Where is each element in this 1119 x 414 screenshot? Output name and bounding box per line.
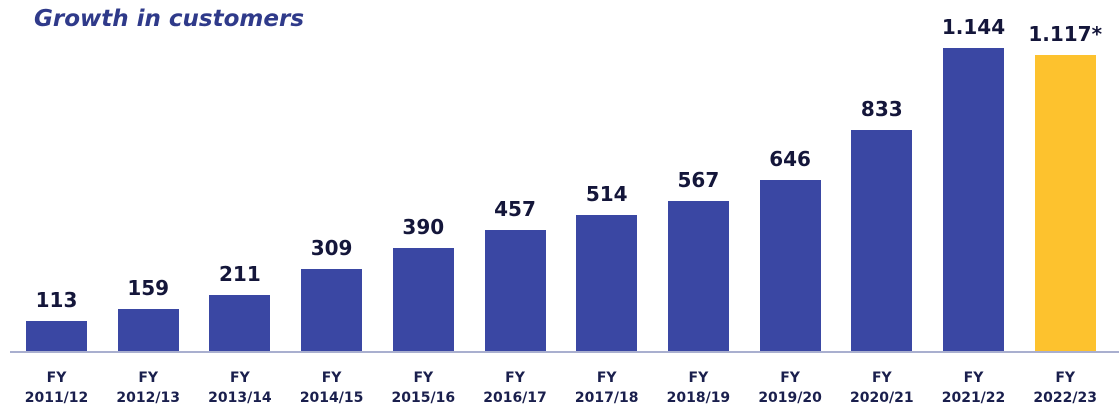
data-label: 457 <box>494 196 536 221</box>
x-tick-label: FY 2011/12 <box>24 370 89 406</box>
bar <box>392 247 454 351</box>
bar <box>301 269 363 351</box>
data-label: 1.117* <box>1028 22 1103 47</box>
data-label: 567 <box>677 167 720 192</box>
chart-title: Growth in customers <box>34 6 305 32</box>
bar <box>943 48 1004 351</box>
x-tick-label: FY 2016/17 <box>483 370 547 406</box>
data-label: 1.144 <box>941 15 1006 39</box>
bar <box>759 179 821 351</box>
x-tick-label: FY 2013/14 <box>208 370 272 406</box>
bar <box>576 214 638 351</box>
data-label: 113 <box>35 288 78 313</box>
data-label: 211 <box>219 262 261 287</box>
data-label: 514 <box>585 181 628 206</box>
bar <box>209 295 271 351</box>
data-label: 390 <box>402 214 445 239</box>
axis-line <box>10 351 1119 353</box>
bar <box>484 229 546 351</box>
data-label: 833 <box>860 97 903 122</box>
bar <box>667 200 729 351</box>
x-tick-label: FY 2015/16 <box>391 370 456 406</box>
x-tick-label: FY 2012/13 <box>116 370 180 406</box>
bar <box>26 321 87 351</box>
bar <box>851 130 913 351</box>
x-tick-label: FY 2022/23 <box>1033 370 1097 406</box>
x-tick-label: FY 2019/20 <box>758 370 822 406</box>
x-tick-label: FY 2017/18 <box>574 370 639 406</box>
x-tick-label: FY 2018/19 <box>666 370 731 406</box>
data-label: 309 <box>310 236 353 261</box>
data-label: 159 <box>127 275 170 300</box>
bar <box>1034 55 1096 351</box>
x-tick-label: FY 2014/15 <box>299 370 364 406</box>
data-label: 646 <box>769 146 811 171</box>
x-tick-label: FY 2021/22 <box>941 370 1006 406</box>
x-tick-label: FY 2020/21 <box>850 370 914 406</box>
bar <box>117 308 179 351</box>
